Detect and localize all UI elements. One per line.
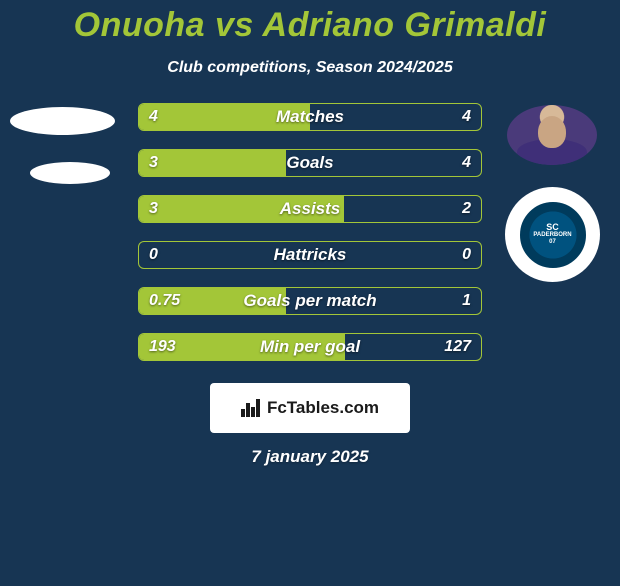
stat-label: Hattricks [274,245,347,265]
comparison-bars: 4 4 Matches 3 4 Goals 3 2 Assists 0 0 Hattricks 0.75… [138,103,482,379]
stat-label: Min per goal [260,337,360,357]
stat-value-right: 1 [462,292,471,310]
comparison-content: 4 4 Matches 3 4 Goals 3 2 Assists 0 0 Hattricks 0.75… [0,97,620,377]
left-player-badges [8,97,123,184]
date-text: 7 january 2025 [0,447,620,467]
stat-row: 4 4 Matches [138,103,482,131]
stat-row: 3 2 Assists [138,195,482,223]
club-logo-inner: SC PADERBORN07 [520,202,586,268]
stat-label: Goals [286,153,333,173]
club-logo-subtext: PADERBORN07 [533,232,571,246]
stat-label: Goals per match [243,291,376,311]
stat-fill-left [139,150,286,176]
page-title: Onuoha vs Adriano Grimaldi [0,6,620,45]
right-player-badges: SC PADERBORN07 [497,97,612,282]
stat-label: Matches [276,107,344,127]
stat-value-right: 2 [462,200,471,218]
club-logo-placeholder [30,162,110,184]
stat-row: 193 127 Min per goal [138,333,482,361]
club-logo-text: SC [546,223,559,232]
stat-value-right: 127 [444,338,471,356]
stat-value-left: 4 [149,108,158,126]
club-logo: SC PADERBORN07 [505,187,600,282]
stat-value-right: 0 [462,246,471,264]
stat-row: 0 0 Hattricks [138,241,482,269]
stat-value-left: 3 [149,200,158,218]
brand-text: FcTables.com [267,398,379,418]
stat-value-left: 0.75 [149,292,180,310]
stat-row: 3 4 Goals [138,149,482,177]
stat-value-right: 4 [462,154,471,172]
player-photo [507,105,597,165]
stat-value-left: 3 [149,154,158,172]
stat-value-left: 0 [149,246,158,264]
stat-row: 0.75 1 Goals per match [138,287,482,315]
player-photo-placeholder [10,107,115,135]
stat-value-left: 193 [149,338,176,356]
stat-label: Assists [280,199,340,219]
stat-value-right: 4 [462,108,471,126]
page-subtitle: Club competitions, Season 2024/2025 [0,59,620,77]
bars-icon [241,399,261,417]
brand-badge: FcTables.com [210,383,410,433]
